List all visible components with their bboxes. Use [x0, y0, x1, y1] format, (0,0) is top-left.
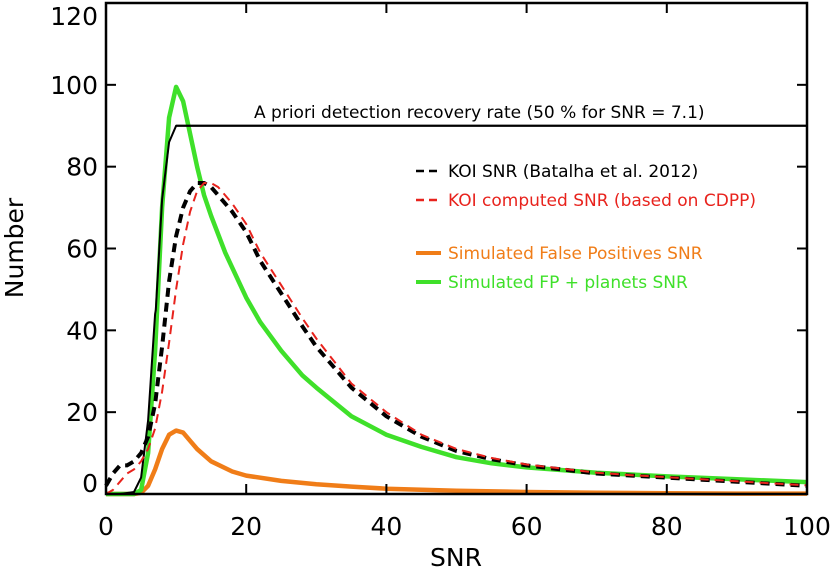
x-tick-label-5: 100	[783, 512, 831, 541]
y-tick-label-2: 40	[66, 316, 98, 345]
y-tick-label-4: 80	[66, 153, 98, 182]
y-tick-label-0: 0	[82, 469, 98, 498]
legend: KOI SNR (Batalha et al. 2012) KOI compute…	[416, 162, 756, 293]
series-line-3	[105, 182, 808, 495]
legend-label-4: Simulated FP + planets SNR	[448, 273, 688, 293]
series-line-1	[106, 124, 807, 495]
legend-label-2: KOI computed SNR (based on CDPP)	[448, 191, 756, 211]
y-tick-label-1: 20	[66, 398, 98, 427]
x-tick-label-2: 40	[370, 512, 402, 541]
x-tick-label-1: 20	[230, 512, 262, 541]
plot-content	[104, 84, 808, 497]
y-tick-label-5: 100	[50, 71, 98, 100]
y-axis-label: Number	[0, 197, 29, 298]
series-line-4	[106, 428, 807, 497]
x-tick-label-0: 0	[98, 512, 114, 541]
annotation-text: A priori detection recovery rate (50 % f…	[254, 103, 705, 123]
legend-label-1: KOI SNR (Batalha et al. 2012)	[448, 162, 698, 182]
legend-label-3: Simulated False Positives SNR	[448, 244, 703, 264]
y-tick-label-6: 120	[50, 2, 98, 31]
ticks: 0 20 40 60 80 100 0 20 40 60 80 100 120	[50, 2, 831, 541]
x-axis-label: SNR	[430, 543, 482, 572]
x-tick-label-3: 60	[511, 512, 543, 541]
y-tick-label-3: 60	[66, 235, 98, 264]
annotation-group: A priori detection recovery rate (50 % f…	[176, 103, 807, 127]
x-tick-label-4: 80	[651, 512, 683, 541]
